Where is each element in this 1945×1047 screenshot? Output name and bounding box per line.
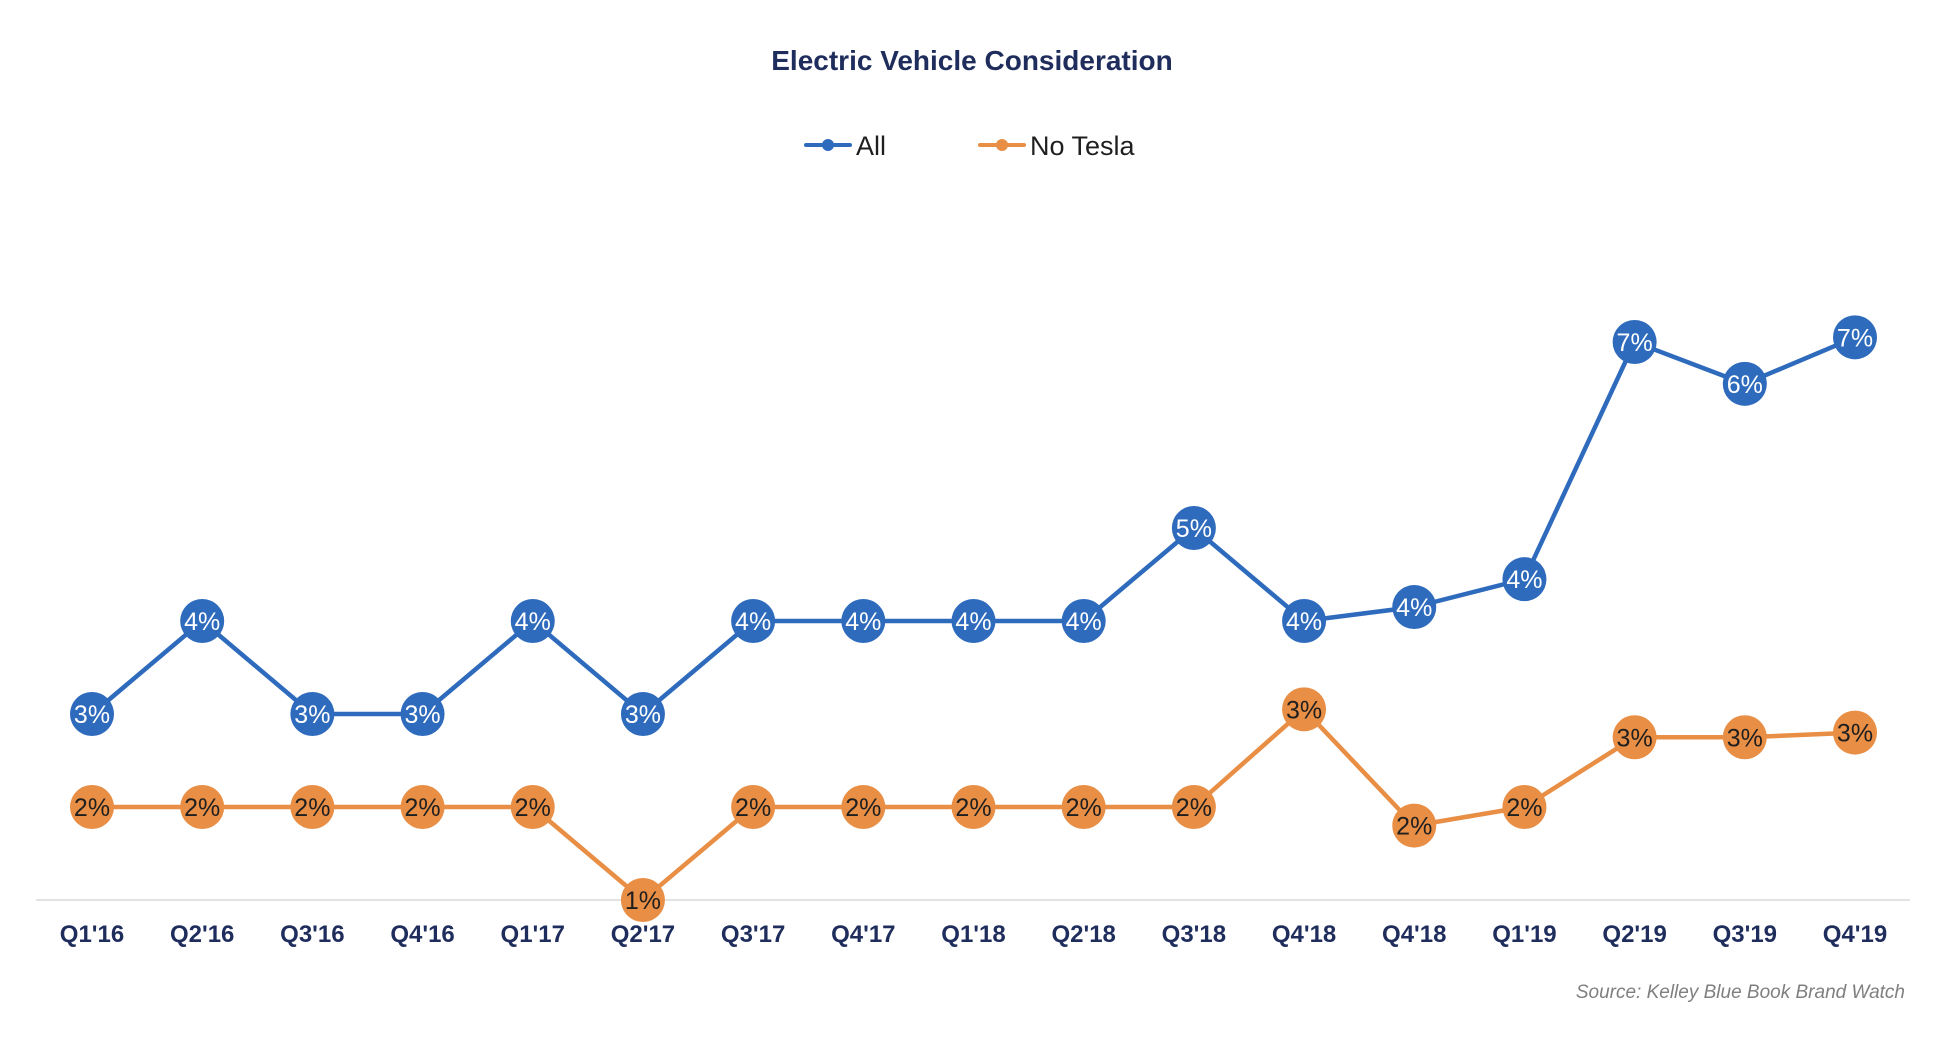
x-tick-label: Q3'19 [1713,921,1777,948]
data-label: 3% [1286,696,1322,724]
data-label: 4% [1396,594,1432,622]
x-axis-ticks: Q1'16 Q2'16 Q3'16 Q4'16 Q1'17 Q2'17 Q3'17 Q4'17… [60,921,1887,948]
data-point [1282,599,1327,643]
data-point [70,692,114,736]
data-label: 7% [1617,329,1653,357]
x-tick-label: Q3'16 [280,921,344,948]
x-tick-label: Q4'17 [831,921,895,948]
data-point [1833,710,1877,755]
legend-swatch-marker [996,139,1008,151]
data-point [290,785,335,829]
data-point [951,785,996,829]
data-label: 2% [1176,794,1212,822]
data-point [620,692,665,736]
data-point [180,785,225,829]
x-tick-label: Q2'17 [611,921,675,948]
data-point [841,599,886,643]
data-label: 5% [1176,515,1212,543]
data-label: 3% [1837,720,1873,748]
data-point [180,599,225,643]
data-point [400,785,445,829]
data-point [1612,715,1657,760]
data-point [1392,585,1437,630]
data-point [731,599,776,643]
data-label: 4% [1066,608,1102,636]
data-point [1061,599,1106,643]
data-label: 2% [404,794,440,822]
data-label: 4% [735,608,771,636]
x-tick-label: Q1'19 [1492,921,1556,948]
legend-label: All [856,131,886,161]
data-point [290,692,335,736]
x-tick-label: Q3'18 [1162,921,1226,948]
data-point [70,785,114,829]
data-label: 7% [1837,324,1873,352]
data-label: 3% [625,701,661,729]
x-tick-label: Q4'18 [1382,921,1446,948]
data-point [1171,785,1216,829]
data-label: 4% [1506,566,1542,594]
x-tick-label: Q4'19 [1823,921,1887,948]
series-group: 3% 4% 3% 3% 4% 3% 4% 4% 4% 4% 5% 4% 4% 4% 7% 6% 7% [70,315,1877,736]
data-point [400,692,445,736]
x-tick-label: Q1'18 [941,921,1005,948]
data-label: 2% [1396,813,1432,841]
data-label: 4% [1286,608,1322,636]
data-label: 4% [515,608,551,636]
data-point [1282,687,1327,732]
legend: All No Tesla [804,131,1136,161]
data-label: 3% [74,701,110,729]
data-point [1171,506,1216,550]
data-point [1502,785,1547,829]
data-label: 2% [294,794,330,822]
series-layer: 2% 2% 2% 2% 2%1%2% 2% 2% 2% 2%3%2%2%3% 3% 3%3%4%3%… [70,315,1877,922]
data-label: 2% [1506,794,1542,822]
data-point [1061,785,1106,829]
data-label: 2% [1066,794,1102,822]
data-point [1502,557,1547,602]
x-tick-label: Q1'16 [60,921,124,948]
x-tick-label: Q1'17 [501,921,565,948]
data-label: 2% [74,794,110,822]
data-point [1392,803,1437,848]
data-label: 2% [955,794,991,822]
data-point [1722,715,1767,760]
data-point [841,785,886,829]
data-label: 3% [404,701,440,729]
source-note: Source: Kelley Blue Book Brand Watch [1576,982,1905,1003]
data-label: 4% [184,608,220,636]
data-point [731,785,776,829]
data-point [951,599,996,643]
data-label: 1% [625,887,661,915]
data-label: 2% [515,794,551,822]
data-label: 3% [294,701,330,729]
legend-label: No Tesla [1030,131,1136,161]
series-group: 2% 2% 2% 2% 2% 1% 2% 2% 2% 2% 2% 3% 2% 2% 3% 3% 3% [70,687,1877,922]
data-point [1722,361,1767,406]
data-label: 6% [1727,371,1763,399]
data-label: 2% [184,794,220,822]
data-label: 4% [955,608,991,636]
chart-title: Electric Vehicle Consideration [771,45,1172,76]
x-tick-label: Q3'17 [721,921,785,948]
x-tick-label: Q2'16 [170,921,234,948]
x-tick-label: Q2'18 [1051,921,1115,948]
data-point [510,599,555,643]
legend-swatch-marker [822,139,834,151]
x-tick-label: Q4'16 [390,921,454,948]
data-label: 2% [735,794,771,822]
data-label: 3% [1617,724,1653,752]
data-point [510,785,555,829]
series-line [89,335,1858,717]
data-point [620,878,665,922]
data-point [1612,320,1657,364]
data-point [1833,315,1877,360]
data-label: 4% [845,608,881,636]
x-tick-label: Q4'18 [1272,921,1336,948]
data-label: 2% [845,794,881,822]
data-label: 3% [1727,724,1763,752]
x-tick-label: Q2'19 [1602,921,1666,948]
